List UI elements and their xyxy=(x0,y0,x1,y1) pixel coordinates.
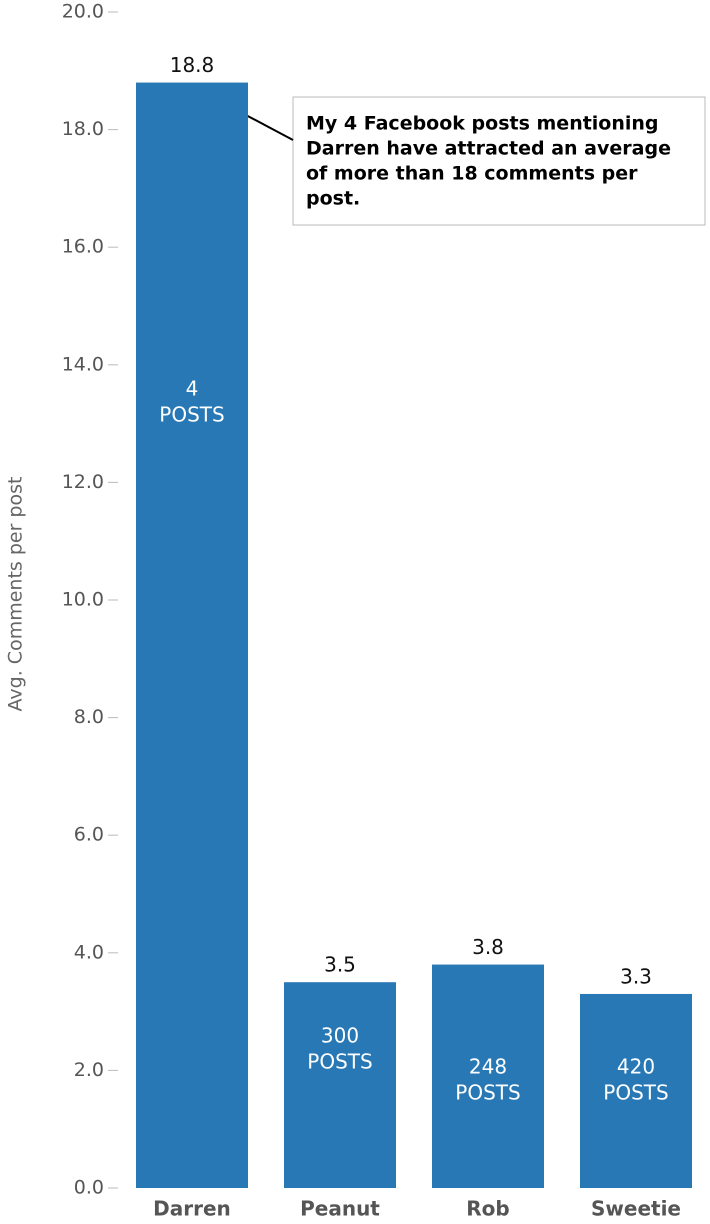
value-label: 3.8 xyxy=(472,935,504,959)
y-tick-label: 0.0 xyxy=(74,1177,104,1199)
annotation-line: My 4 Facebook posts mentioning xyxy=(306,113,659,135)
value-label: 3.5 xyxy=(324,953,356,977)
annotation-line: of more than 18 comments per xyxy=(306,163,638,185)
annotation-line: Darren have attracted an average xyxy=(306,138,671,160)
post-count: 300 xyxy=(321,1024,359,1048)
y-tick-label: 10.0 xyxy=(62,589,104,611)
post-unit: POSTS xyxy=(159,403,224,427)
y-tick-label: 18.0 xyxy=(62,118,104,140)
bar xyxy=(580,993,692,1188)
y-tick-label: 8.0 xyxy=(74,706,104,728)
y-tick-label: 2.0 xyxy=(74,1059,104,1081)
annotation-line: post. xyxy=(306,188,360,210)
x-tick-label: Darren xyxy=(153,1197,231,1221)
bar xyxy=(284,982,396,1188)
y-tick-label: 12.0 xyxy=(62,471,104,493)
y-tick-label: 4.0 xyxy=(74,941,104,963)
post-unit: POSTS xyxy=(307,1050,372,1074)
post-count: 4 xyxy=(186,377,199,401)
x-tick-label: Peanut xyxy=(300,1197,380,1221)
annotation-box xyxy=(292,96,706,226)
y-tick-label: 16.0 xyxy=(62,236,104,258)
value-label: 18.8 xyxy=(170,53,215,77)
post-unit: POSTS xyxy=(455,1081,520,1105)
post-unit: POSTS xyxy=(603,1081,668,1105)
y-tick-label: 20.0 xyxy=(62,1,104,23)
x-tick-label: Sweetie xyxy=(591,1197,681,1221)
bar xyxy=(432,964,544,1188)
y-tick-label: 6.0 xyxy=(74,824,104,846)
y-axis-title: Avg. Comments per post xyxy=(5,477,27,712)
x-tick-label: Rob xyxy=(466,1197,509,1221)
post-count: 248 xyxy=(469,1055,507,1079)
post-count: 420 xyxy=(617,1055,655,1079)
y-tick-label: 14.0 xyxy=(62,353,104,375)
value-label: 3.3 xyxy=(620,964,652,988)
bar xyxy=(136,82,248,1188)
